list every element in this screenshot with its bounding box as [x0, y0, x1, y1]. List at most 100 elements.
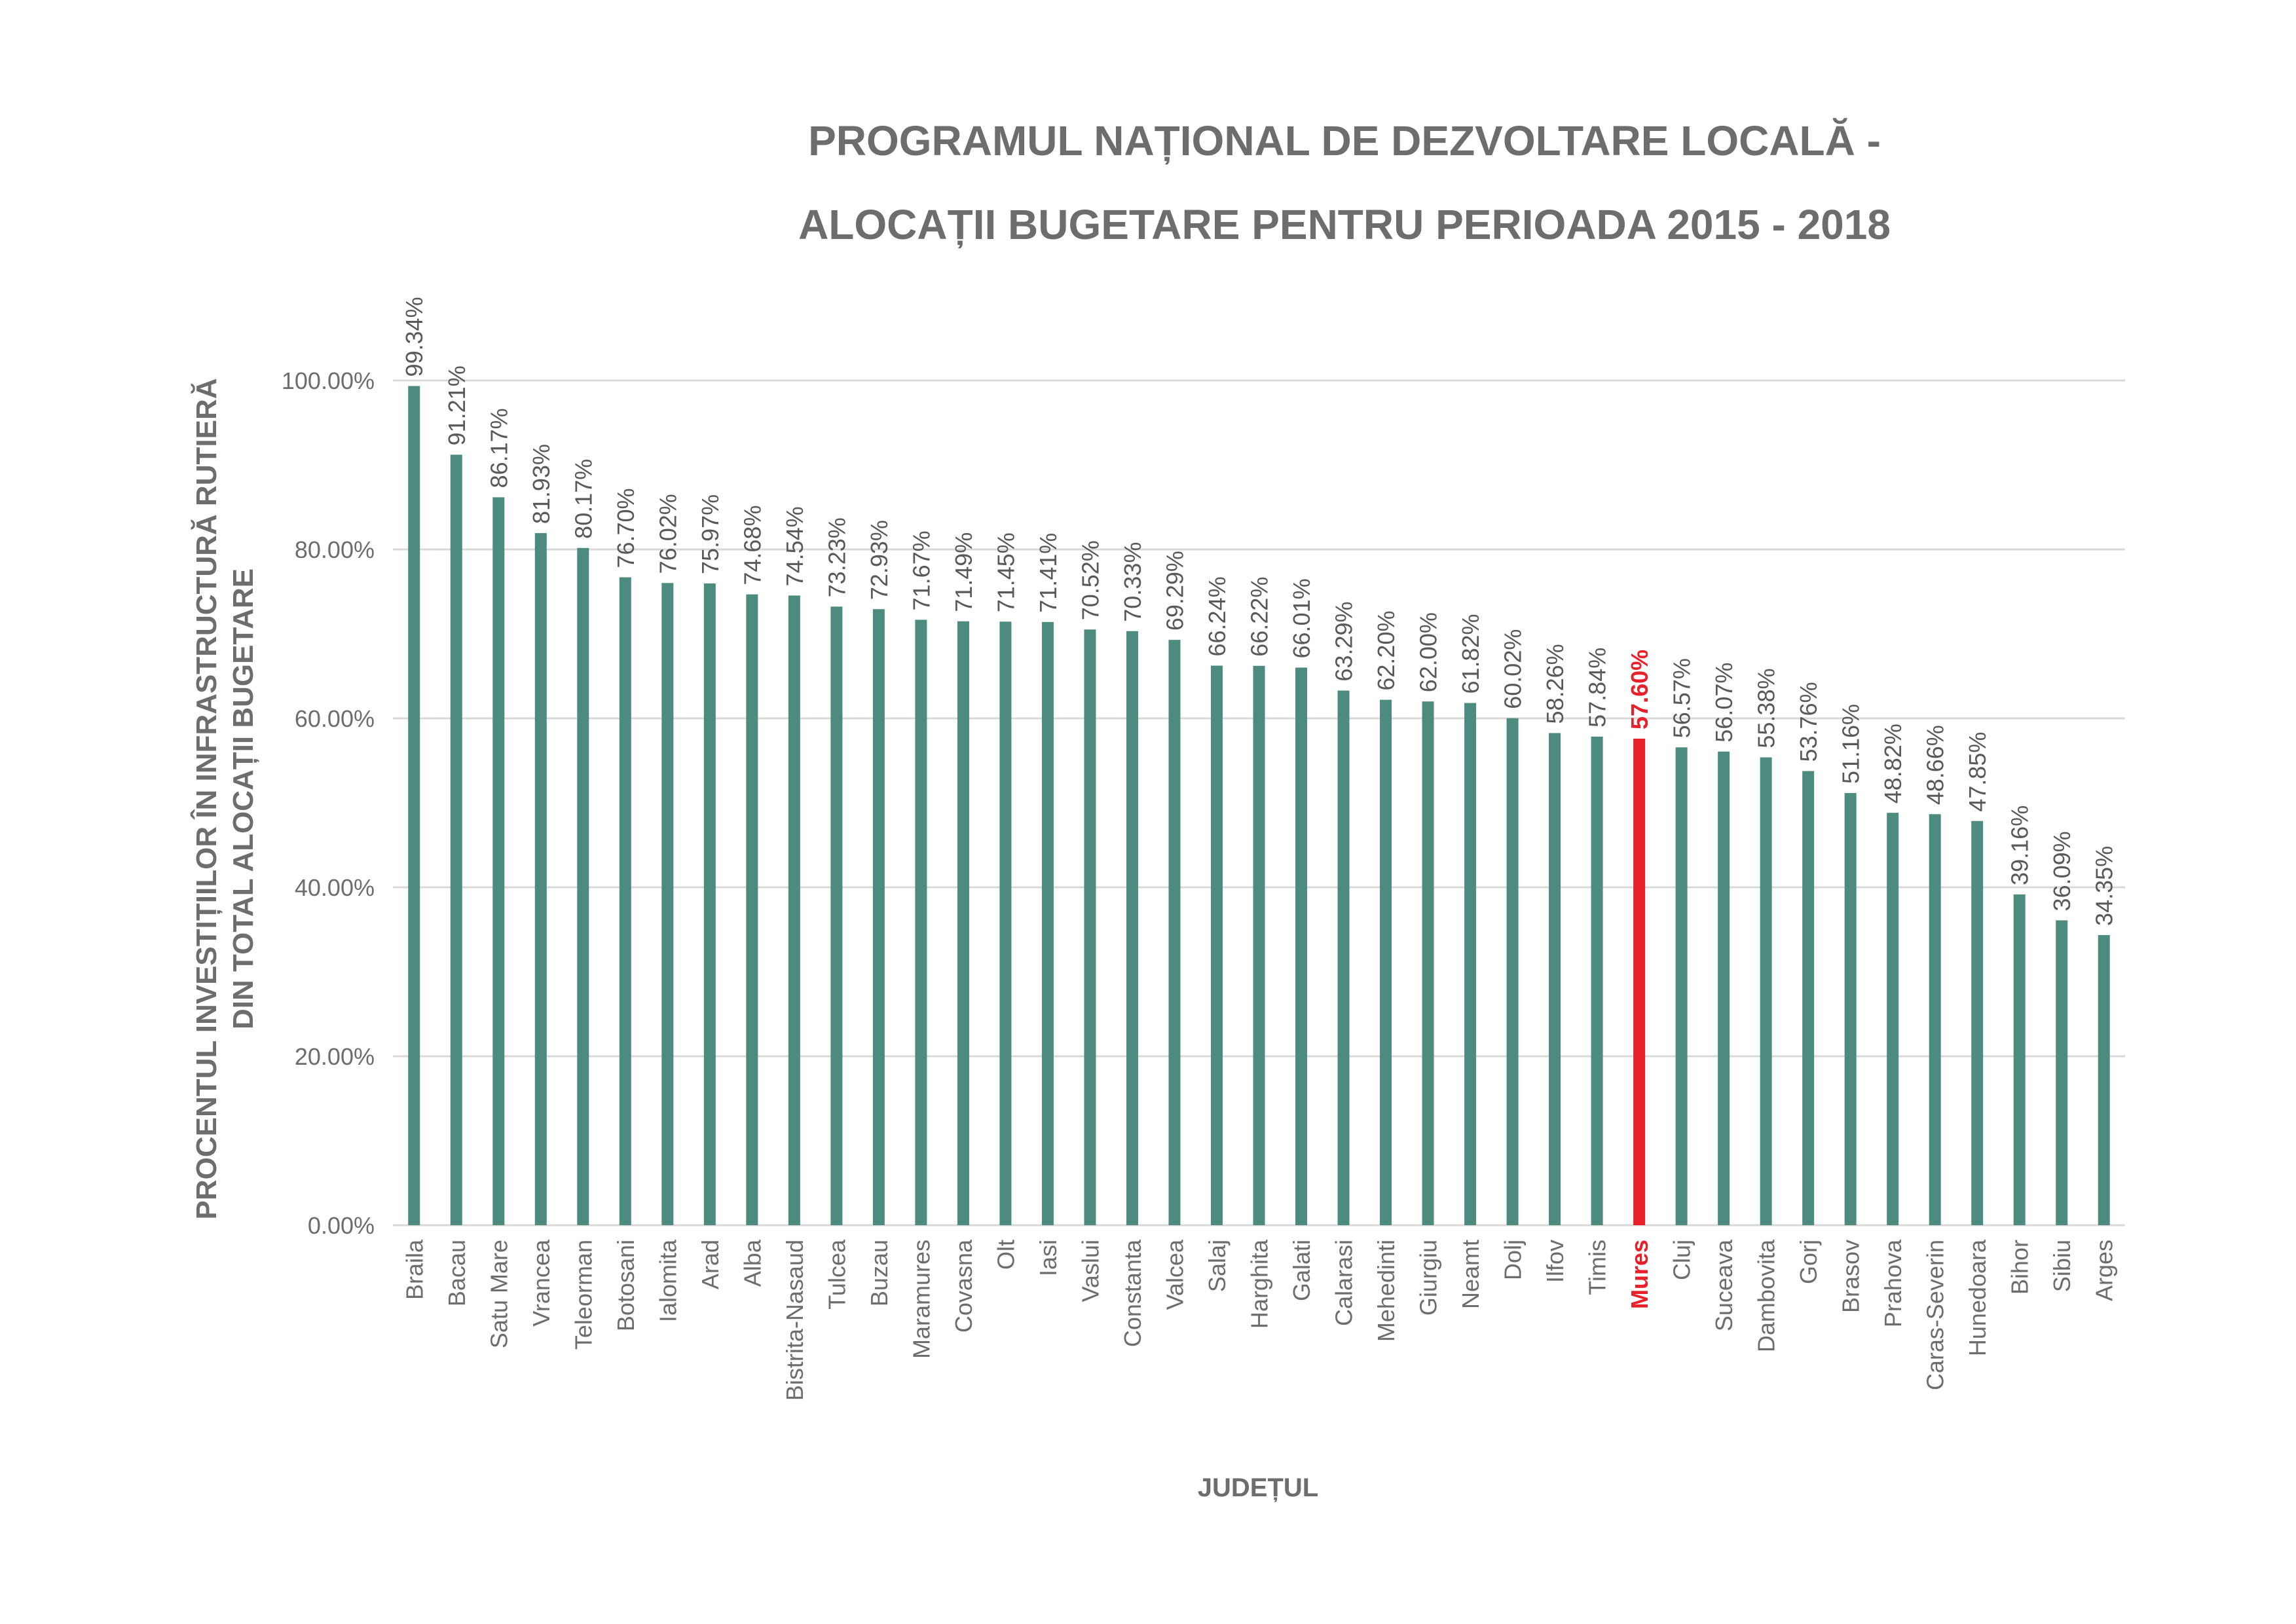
value-label: 47.85% [1964, 732, 1991, 812]
y-tick-label: 60.00% [295, 705, 375, 732]
value-label: 70.52% [1077, 540, 1103, 620]
bar [1041, 621, 1054, 1225]
bar [492, 497, 505, 1225]
bar [1295, 667, 1308, 1225]
value-label: 72.93% [866, 520, 893, 600]
y-tick-label: 40.00% [295, 874, 375, 901]
x-tick-label: Calarasi [1331, 1240, 1358, 1326]
value-label: 81.93% [528, 444, 555, 524]
value-label: 66.22% [1246, 577, 1273, 657]
value-label: 60.02% [1500, 629, 1527, 709]
x-tick-label: Bihor [2007, 1240, 2033, 1295]
x-tick-label: Vaslui [1077, 1240, 1103, 1302]
bar [619, 577, 631, 1225]
bar [1084, 629, 1096, 1225]
x-tick-label: Alba [739, 1239, 766, 1287]
value-label: 71.41% [1035, 533, 1062, 613]
x-tick-label: Caras-Severin [1922, 1240, 1949, 1390]
value-label: 34.35% [2091, 846, 2118, 926]
bar [450, 454, 462, 1225]
bar [1253, 665, 1265, 1225]
y-tick-label: 0.00% [308, 1212, 375, 1239]
value-label: 71.45% [992, 532, 1019, 612]
value-label: 76.02% [654, 494, 681, 574]
bar [746, 594, 758, 1225]
y-tick-label: 80.00% [295, 536, 375, 563]
x-tick-label: Maramures [908, 1240, 935, 1359]
bar [999, 621, 1012, 1225]
value-label: 76.70% [612, 488, 639, 568]
x-tick-label: Mehedinti [1373, 1240, 1399, 1342]
x-tick-label: Neamt [1457, 1240, 1484, 1309]
x-tick-label: Buzau [866, 1240, 893, 1306]
x-tick-label: Bacau [443, 1240, 470, 1306]
bar [1971, 821, 1984, 1225]
x-tick-label: Braila [401, 1239, 428, 1300]
x-tick-label: Tulcea [823, 1239, 850, 1310]
bar [1929, 814, 1941, 1225]
chart-title-line-2: ALOCAȚII BUGETARE PENTRU PERIOADA 2015 -… [798, 201, 1891, 248]
x-tick-label: Suceava [1711, 1239, 1737, 1331]
bar [1464, 703, 1477, 1225]
x-tick-label: Satu Mare [485, 1240, 512, 1348]
bar [1506, 718, 1519, 1225]
value-label: 56.07% [1711, 663, 1737, 743]
x-tick-label: Teleorman [570, 1240, 597, 1350]
x-tick-label: Brasov [1838, 1240, 1864, 1313]
bar [872, 609, 885, 1225]
y-axis-tick-labels: 0.00% 20.00% 40.00% 60.00% 80.00% 100.00% [282, 367, 375, 1239]
value-label: 63.29% [1331, 601, 1358, 681]
x-tick-label: Hunedoara [1964, 1239, 1991, 1356]
x-tick-label: Galati [1288, 1240, 1315, 1301]
bar [2013, 894, 2026, 1225]
x-tick-label: Covasna [950, 1239, 977, 1333]
x-tick-label: Ialomita [654, 1239, 681, 1322]
x-tick-label: Bistrita-Nasaud [781, 1240, 808, 1401]
value-label: 75.97% [697, 494, 724, 574]
bar [1591, 736, 1603, 1225]
value-labels: 99.34% 91.21% 86.17% 81.93% 80.17% 76.70% 76.0… [401, 297, 2117, 925]
value-label: 57.84% [1584, 648, 1611, 728]
x-tick-label: Arad [697, 1240, 724, 1289]
bar [1422, 701, 1434, 1225]
x-tick-label: Mures [1626, 1240, 1653, 1309]
value-label: 58.26% [1542, 644, 1568, 724]
value-label: 53.76% [1795, 682, 1822, 762]
x-tick-label: Harghita [1246, 1239, 1273, 1329]
bar [915, 619, 927, 1225]
value-label: 66.24% [1204, 576, 1231, 656]
value-label: 36.09% [2048, 831, 2075, 911]
value-label: 99.34% [401, 297, 428, 377]
bar [1675, 747, 1688, 1225]
value-label: 57.60% [1626, 650, 1653, 729]
x-tick-label: Dambovita [1753, 1239, 1780, 1352]
x-tick-label: Cluj [1669, 1240, 1695, 1280]
x-tick-label: Sibiu [2048, 1240, 2075, 1292]
value-label: 66.01% [1288, 578, 1315, 658]
bar [957, 621, 969, 1225]
x-tick-label: Prahova [1879, 1239, 1906, 1327]
x-tick-label: Botosani [612, 1240, 639, 1331]
bar [1126, 631, 1138, 1225]
value-label: 73.23% [823, 517, 850, 597]
value-label: 62.00% [1415, 612, 1442, 692]
x-tick-label: Iasi [1035, 1240, 1062, 1276]
x-axis-tick-labels: Braila Bacau Satu Mare Vrancea Teleorman Boto… [401, 1239, 2117, 1401]
bar [1380, 699, 1392, 1225]
value-label: 70.33% [1119, 542, 1146, 622]
x-tick-label: Giurgiu [1415, 1240, 1442, 1316]
bar [1802, 771, 1815, 1225]
bar [788, 595, 800, 1225]
x-tick-label: Salaj [1204, 1240, 1231, 1292]
bar [408, 386, 420, 1226]
x-tick-label: Ilfov [1542, 1240, 1568, 1283]
bar [1337, 690, 1350, 1225]
bar [1210, 665, 1223, 1225]
bar [534, 533, 547, 1225]
value-label: 74.68% [739, 506, 766, 585]
chart-title-line-1: PROGRAMUL NAȚIONAL DE DEZVOLTARE LOCALĂ … [808, 117, 1881, 164]
x-tick-label: Valcea [1161, 1239, 1188, 1310]
bar [830, 606, 843, 1225]
